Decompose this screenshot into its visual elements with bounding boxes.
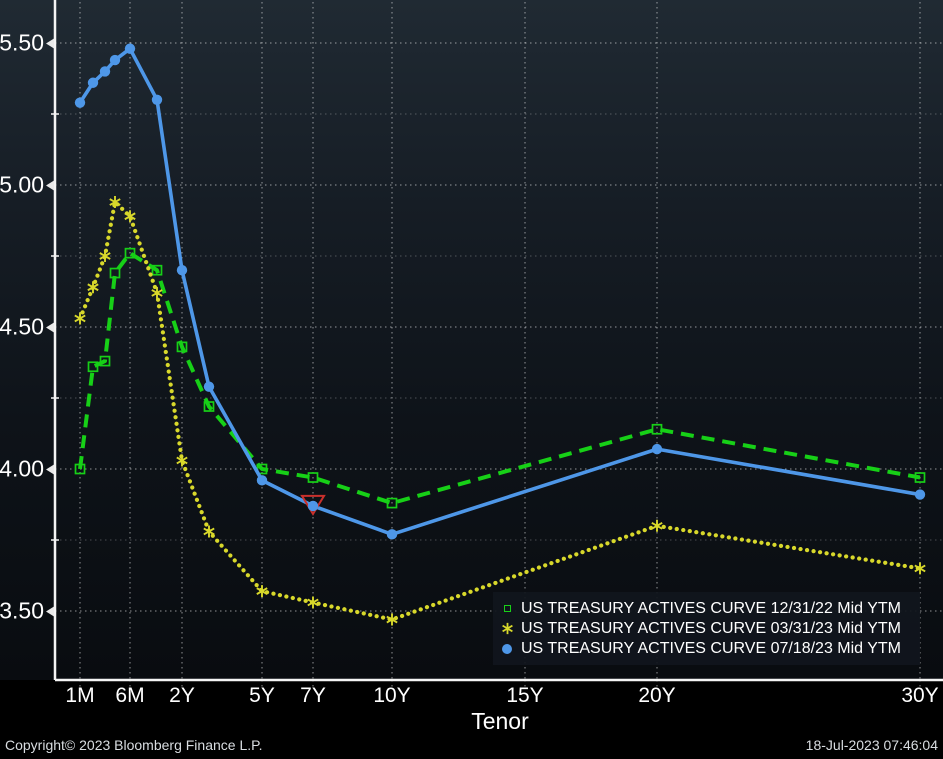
legend-label: US TREASURY ACTIVES CURVE 03/31/23 Mid Y… xyxy=(521,619,901,637)
tick-arrow-icon xyxy=(46,180,54,190)
x-tick-label: 5Y xyxy=(249,684,275,707)
data-point-asterisk xyxy=(307,596,319,609)
legend-marker-circle-icon xyxy=(500,643,514,654)
data-point-square xyxy=(914,472,926,483)
data-point-square xyxy=(203,401,215,412)
data-point-square xyxy=(307,472,319,483)
y-tick-text: 5.00 xyxy=(0,171,44,198)
series-line-circle xyxy=(78,46,921,537)
y-tick-text: 3.50 xyxy=(0,597,44,624)
y-tick-text: 4.50 xyxy=(0,313,44,340)
data-point-circle xyxy=(124,43,136,54)
x-tick-label: 6M xyxy=(115,684,145,707)
data-point-square xyxy=(74,463,86,475)
timestamp-text: 18-Jul-2023 07:46:04 xyxy=(805,737,938,753)
data-point-square xyxy=(651,423,663,435)
data-point-square xyxy=(176,341,188,353)
data-point-circle xyxy=(176,265,188,276)
data-point-asterisk xyxy=(386,613,398,626)
data-point-square xyxy=(386,497,398,509)
data-point-circle xyxy=(651,443,663,455)
annotation-triangle-down-icon xyxy=(300,494,326,516)
data-point-asterisk xyxy=(914,562,926,575)
data-point-asterisk xyxy=(87,281,99,294)
data-point-asterisk xyxy=(651,519,663,532)
data-point-asterisk xyxy=(256,585,268,598)
legend-label: US TREASURY ACTIVES CURVE 07/18/23 Mid Y… xyxy=(521,639,901,657)
x-tick-label: 10Y xyxy=(373,684,411,707)
data-point-circle xyxy=(914,489,926,500)
x-tick-label: 1M xyxy=(65,684,95,707)
legend-item-12-31-22[interactable]: US TREASURY ACTIVES CURVE 12/31/22 Mid Y… xyxy=(493,599,920,619)
x-tick-label: 2Y xyxy=(169,684,195,707)
x-tick-label: 30Y xyxy=(901,684,939,707)
footer: Copyright© 2023 Bloomberg Finance L.P. 1… xyxy=(0,737,943,753)
y-tick-label: 4.00 xyxy=(0,456,54,483)
data-point-asterisk xyxy=(109,196,121,209)
data-point-asterisk xyxy=(74,312,86,325)
data-point-square xyxy=(151,264,163,276)
tick-arrow-icon xyxy=(46,322,54,332)
data-point-circle xyxy=(386,529,398,540)
data-point-square xyxy=(109,267,121,279)
copyright-text: Copyright© 2023 Bloomberg Finance L.P. xyxy=(5,737,263,753)
data-point-circle xyxy=(203,381,215,392)
data-point-circle xyxy=(256,475,268,486)
legend-item-07-18-23[interactable]: US TREASURY ACTIVES CURVE 07/18/23 Mid Y… xyxy=(493,639,920,659)
tick-arrow-icon xyxy=(46,606,54,616)
data-point-square xyxy=(99,355,111,367)
legend-item-03-31-23[interactable]: US TREASURY ACTIVES CURVE 03/31/23 Mid Y… xyxy=(493,619,920,639)
data-point-circle xyxy=(307,500,319,512)
data-point-circle xyxy=(151,94,163,106)
y-tick-label: 5.50 xyxy=(0,30,54,57)
data-point-circle xyxy=(109,54,121,66)
data-point-circle xyxy=(87,77,99,88)
data-point-asterisk xyxy=(176,454,188,467)
tick-arrow-icon xyxy=(46,38,54,48)
data-point-asterisk xyxy=(203,525,215,538)
x-tick-label: 7Y xyxy=(300,684,326,707)
data-point-circle xyxy=(99,66,111,77)
y-tick-label: 5.00 xyxy=(0,172,54,199)
series-line-square xyxy=(78,251,921,506)
data-point-circle xyxy=(74,97,86,108)
data-point-asterisk xyxy=(124,210,136,223)
y-tick-label: 4.50 xyxy=(0,314,54,341)
data-point-asterisk xyxy=(151,286,163,299)
legend-marker-square-icon xyxy=(500,605,514,612)
data-point-square xyxy=(124,247,136,259)
legend-marker-asterisk-icon xyxy=(500,622,514,635)
legend-label: US TREASURY ACTIVES CURVE 12/31/22 Mid Y… xyxy=(521,599,901,617)
data-point-asterisk xyxy=(99,250,111,262)
y-tick-text: 4.00 xyxy=(0,455,44,482)
data-point-square xyxy=(87,361,99,373)
tick-arrow-icon xyxy=(46,464,54,474)
legend: US TREASURY ACTIVES CURVE 12/31/22 Mid Y… xyxy=(493,592,920,665)
x-tick-label: 20Y xyxy=(638,684,676,707)
x-tick-label: 15Y xyxy=(506,684,544,707)
y-tick-text: 5.50 xyxy=(0,29,44,56)
y-tick-label: 3.50 xyxy=(0,598,54,625)
x-axis-title: Tenor xyxy=(471,708,529,734)
